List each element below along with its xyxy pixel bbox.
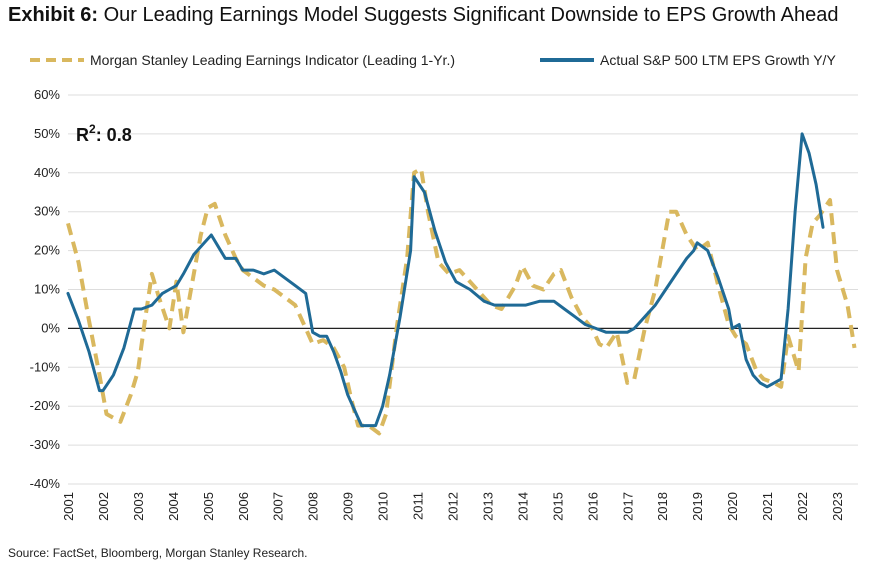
x-tick-label: 2014 (515, 492, 530, 521)
y-axis-ticks: 60% 50% 40% 30% 20% 10% 0% -10% -20% -30% -40% (30, 87, 61, 491)
x-tick-label: 2020 (725, 492, 740, 521)
exhibit-label: Exhibit 6: (8, 4, 99, 26)
legend-item-actual: Actual S&P 500 LTM EPS Growth Y/Y (540, 52, 836, 68)
x-axis-ticks: 2001 2002 2003 2004 2005 2006 2007 2008 2009 2010… (61, 492, 845, 521)
legend-label-actual: Actual S&P 500 LTM EPS Growth Y/Y (600, 52, 836, 68)
y-tick-label: 0% (41, 320, 60, 335)
x-tick-label: 2022 (795, 492, 810, 521)
legend: Morgan Stanley Leading Earnings Indicato… (30, 52, 870, 74)
gridlines (68, 94, 858, 485)
y-tick-label: -30% (30, 437, 61, 452)
y-tick-label: 40% (34, 165, 60, 180)
x-tick-label: 2013 (480, 492, 495, 521)
x-tick-label: 2023 (830, 492, 845, 521)
y-tick-label: 60% (34, 87, 60, 102)
x-tick-label: 2016 (585, 492, 600, 521)
x-tick-label: 2009 (341, 492, 356, 521)
legend-swatch-actual (540, 58, 594, 62)
y-tick-label: -10% (30, 359, 61, 374)
x-tick-label: 2015 (550, 492, 565, 521)
exhibit-title-text: Our Leading Earnings Model Suggests Sign… (103, 4, 839, 26)
source-note: Source: FactSet, Bloomberg, Morgan Stanl… (8, 546, 308, 560)
y-tick-label: 10% (34, 282, 60, 297)
x-tick-label: 2004 (166, 492, 181, 521)
x-tick-label: 2010 (376, 492, 391, 521)
chart-title: Exhibit 6: Our Leading Earnings Model Su… (8, 4, 838, 27)
r-squared-annotation: R2: 0.8 (76, 122, 132, 145)
series-line-leading-indicator (66, 166, 857, 436)
x-tick-label: 2001 (61, 492, 76, 521)
series-lines (66, 132, 857, 436)
x-tick-label: 2005 (201, 492, 216, 521)
x-tick-label: 2011 (411, 492, 426, 520)
y-tick-label: 30% (34, 204, 60, 219)
x-tick-label: 2019 (690, 492, 705, 521)
y-tick-label: -40% (30, 476, 61, 491)
x-tick-label: 2003 (131, 492, 146, 521)
x-tick-label: 2006 (236, 492, 251, 521)
x-tick-label: 2007 (271, 492, 286, 521)
legend-label-leading: Morgan Stanley Leading Earnings Indicato… (90, 52, 455, 68)
y-tick-label: -20% (30, 398, 61, 413)
x-tick-label: 2017 (620, 492, 635, 521)
x-tick-label: 2008 (306, 492, 321, 521)
y-tick-label: 20% (34, 243, 60, 258)
legend-item-leading: Morgan Stanley Leading Earnings Indicato… (30, 52, 455, 68)
x-tick-label: 2018 (655, 492, 670, 521)
x-tick-label: 2021 (760, 492, 775, 521)
legend-swatch-leading (30, 58, 84, 62)
series-line-actual-eps (66, 132, 825, 428)
x-tick-label: 2002 (96, 492, 111, 521)
y-tick-label: 50% (34, 126, 60, 141)
x-tick-label: 2012 (446, 492, 461, 521)
